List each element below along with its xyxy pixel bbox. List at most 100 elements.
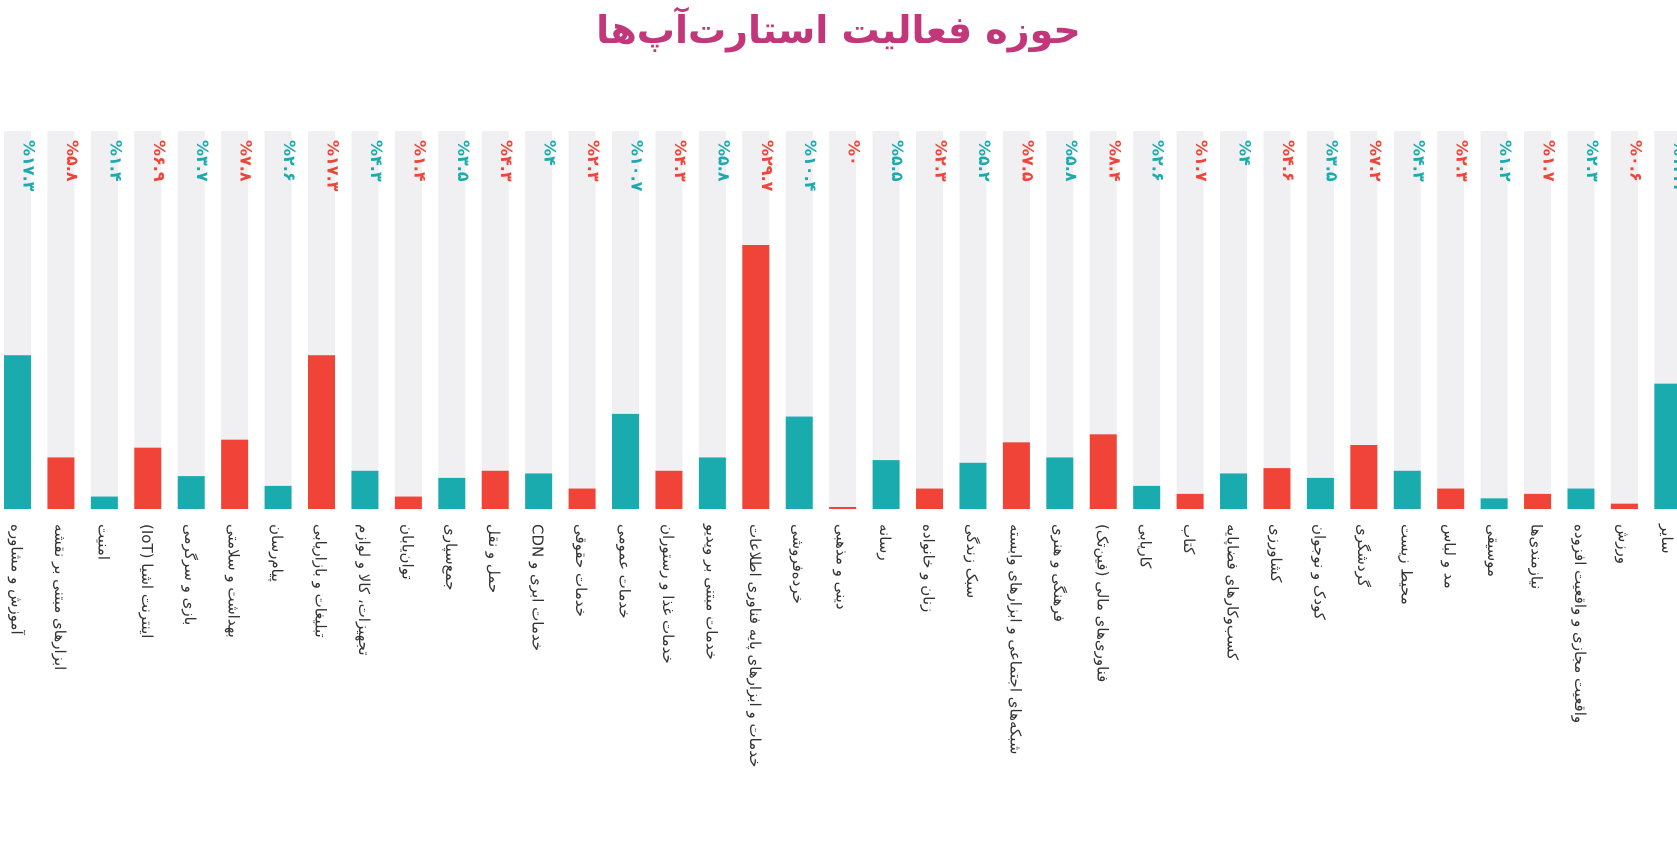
category-label: پیام‌رسان bbox=[267, 524, 286, 582]
category-label: نیازمندی‌ها bbox=[1528, 524, 1546, 589]
data-label: %۲.۳ bbox=[1583, 140, 1602, 182]
data-label: %۲۹.۷ bbox=[758, 140, 777, 192]
bar bbox=[1306, 477, 1334, 509]
category-label: گردشگری bbox=[1354, 524, 1372, 588]
category-label: رسانه bbox=[876, 524, 894, 561]
data-label: %۵.۸ bbox=[1062, 140, 1081, 182]
bar-track bbox=[1046, 131, 1074, 509]
chart-title: حوزه فعالیت استارت‌آپ‌ها bbox=[596, 8, 1081, 52]
data-label: %۲.۶ bbox=[280, 140, 299, 182]
bar bbox=[655, 470, 683, 509]
bar bbox=[1002, 442, 1030, 509]
category-label: کسب‌وکارهای فضاپایه bbox=[1223, 524, 1242, 661]
bar bbox=[1654, 383, 1677, 509]
bar bbox=[177, 476, 205, 509]
bar-track bbox=[1263, 131, 1291, 509]
category-label: خدمات غذا و رستوران bbox=[659, 524, 677, 664]
category-label: تبلیغات و بازاریابی bbox=[312, 524, 330, 638]
category-label: سایر bbox=[1658, 523, 1676, 554]
bar bbox=[959, 462, 987, 509]
bar bbox=[1437, 488, 1465, 509]
bar-track bbox=[872, 131, 900, 509]
category-label: تجهیزات، کالا و لوازم bbox=[355, 524, 373, 656]
data-label: %۷.۵ bbox=[1018, 140, 1037, 182]
bar bbox=[916, 488, 944, 509]
data-label: %۵.۲ bbox=[975, 140, 994, 182]
data-label: %۰ bbox=[845, 140, 864, 166]
category-label: آموزش و مشاوره bbox=[8, 524, 26, 635]
data-label: %۰.۶ bbox=[1626, 140, 1645, 182]
bar-track bbox=[1524, 131, 1552, 509]
data-label: %۱.۲ bbox=[1496, 140, 1515, 182]
category-label: واقعیت مجازی و واقعیت افزوده bbox=[1571, 524, 1589, 723]
bar-track bbox=[47, 131, 75, 509]
category-label: فناوری‌های مالی (فین‌تک) bbox=[1093, 524, 1111, 682]
category-label: فرهنگی و هنری bbox=[1050, 524, 1068, 622]
bar bbox=[785, 416, 813, 509]
data-label: %۱۰.۷ bbox=[628, 140, 647, 192]
bar bbox=[612, 413, 640, 509]
data-label: %۷.۸ bbox=[237, 140, 256, 182]
bar bbox=[308, 355, 336, 509]
category-label: توان‌یابان bbox=[398, 524, 416, 580]
bar-track bbox=[916, 131, 944, 509]
category-label: امنیت bbox=[94, 524, 112, 560]
data-label: %۲.۶ bbox=[1149, 140, 1168, 182]
category-label: کتاب bbox=[1180, 524, 1198, 555]
category-label: خدمات مبتنی بر ویدیو bbox=[702, 523, 720, 660]
data-label: %۱.۷ bbox=[1540, 140, 1559, 182]
bar-track bbox=[264, 131, 292, 509]
bar bbox=[264, 485, 292, 509]
category-label: محیط زیست bbox=[1397, 524, 1415, 605]
data-label: %۱۴.۱ bbox=[1670, 140, 1677, 191]
category-label: شبکه‌های اجتماعی و ابزارهای وابسته bbox=[1006, 524, 1024, 754]
data-label: %۴ bbox=[541, 140, 560, 166]
data-label: %۴.۳ bbox=[497, 140, 516, 182]
bar bbox=[394, 496, 422, 509]
bar bbox=[568, 488, 596, 509]
category-label: خدمات ابری و CDN bbox=[529, 524, 547, 651]
bar bbox=[742, 245, 770, 509]
category-label: بهداشت و سلامتی bbox=[225, 524, 243, 638]
bar bbox=[1046, 457, 1074, 509]
category-label: کاریابی bbox=[1137, 524, 1155, 569]
data-label: %۵.۵ bbox=[888, 140, 907, 182]
bar bbox=[481, 470, 509, 509]
bar bbox=[1480, 498, 1508, 509]
bar bbox=[1220, 473, 1248, 509]
bar bbox=[1610, 503, 1638, 509]
category-label: کودک و نوجوان bbox=[1310, 524, 1328, 621]
data-label: %۴.۳ bbox=[671, 140, 690, 182]
bar bbox=[1524, 493, 1552, 509]
data-label: %۳.۵ bbox=[454, 140, 473, 182]
bar-track bbox=[525, 131, 553, 509]
bar-track bbox=[1306, 131, 1334, 509]
data-label: %۷.۲ bbox=[1366, 140, 1385, 182]
bar bbox=[525, 473, 553, 509]
category-label: جمع‌سپاری bbox=[441, 524, 460, 591]
bar bbox=[4, 355, 31, 509]
data-label: %۱۷.۳ bbox=[20, 140, 39, 192]
bar-track bbox=[959, 131, 987, 509]
bar bbox=[1350, 445, 1378, 509]
bar-track bbox=[351, 131, 379, 509]
bar-track bbox=[568, 131, 596, 509]
category-label: ابزارهای مبتنی بر نقشه bbox=[51, 524, 69, 670]
bar-track bbox=[1393, 131, 1421, 509]
bar bbox=[1176, 493, 1204, 509]
bar-track bbox=[698, 131, 726, 509]
bar bbox=[1089, 434, 1117, 509]
data-label: %۱۷.۳ bbox=[324, 140, 343, 192]
bar-track bbox=[829, 131, 857, 509]
category-label: مد و لباس bbox=[1441, 524, 1459, 589]
data-label: %۴.۳ bbox=[367, 140, 386, 182]
bar bbox=[221, 439, 249, 509]
category-label: ورزش bbox=[1614, 524, 1632, 564]
bar-track bbox=[1567, 131, 1595, 509]
category-label: خدمات و ابزارهای پایه فناوری اطلاعات bbox=[745, 524, 764, 767]
bar-track bbox=[438, 131, 466, 509]
bar bbox=[1263, 468, 1291, 509]
bar-track bbox=[1133, 131, 1161, 509]
data-label: %۶.۹ bbox=[150, 140, 169, 182]
